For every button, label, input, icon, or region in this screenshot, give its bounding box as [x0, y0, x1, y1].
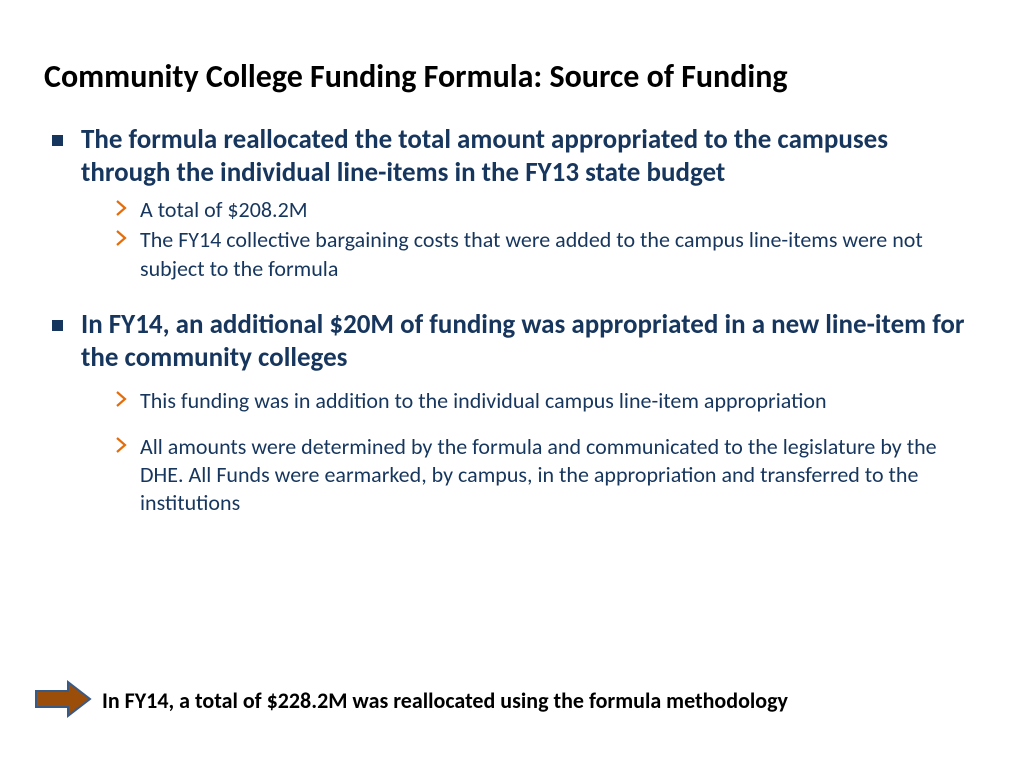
chevron-icon [114, 229, 130, 282]
footer-text: In FY14, a total of $228.2M was realloca… [102, 688, 788, 714]
sub-bullet: All amounts were determined by the formu… [114, 433, 980, 517]
sub-bullet-list: A total of $208.2M The FY14 collective b… [114, 196, 980, 282]
sub-bullet: The FY14 collective bargaining costs tha… [114, 226, 980, 282]
sub-bullet: A total of $208.2M [114, 196, 980, 224]
sub-bullet-text: A total of $208.2M [140, 196, 308, 224]
arrow-right-icon [34, 679, 94, 724]
sub-bullet-list: This funding was in addition to the indi… [114, 387, 980, 518]
main-bullet: The formula reallocated the total amount… [52, 124, 980, 190]
main-bullet-text: In FY14, an additional $20M of funding w… [81, 309, 980, 375]
sub-bullet-text: This funding was in addition to the indi… [140, 387, 827, 415]
slide: Community College Funding Formula: Sourc… [0, 0, 1024, 768]
slide-content: The formula reallocated the total amount… [44, 124, 980, 517]
sub-bullet-text: The FY14 collective bargaining costs tha… [140, 226, 980, 282]
sub-bullet: This funding was in addition to the indi… [114, 387, 980, 415]
square-bullet-icon [52, 135, 63, 146]
main-bullet: In FY14, an additional $20M of funding w… [52, 309, 980, 375]
sub-bullet-text: All amounts were determined by the formu… [140, 433, 980, 517]
chevron-icon [114, 436, 130, 517]
chevron-icon [114, 390, 130, 415]
main-bullet-text: The formula reallocated the total amount… [81, 124, 980, 190]
square-bullet-icon [52, 320, 63, 331]
footer-callout: In FY14, a total of $228.2M was realloca… [34, 679, 984, 724]
slide-title: Community College Funding Formula: Sourc… [44, 58, 980, 96]
chevron-icon [114, 199, 130, 224]
